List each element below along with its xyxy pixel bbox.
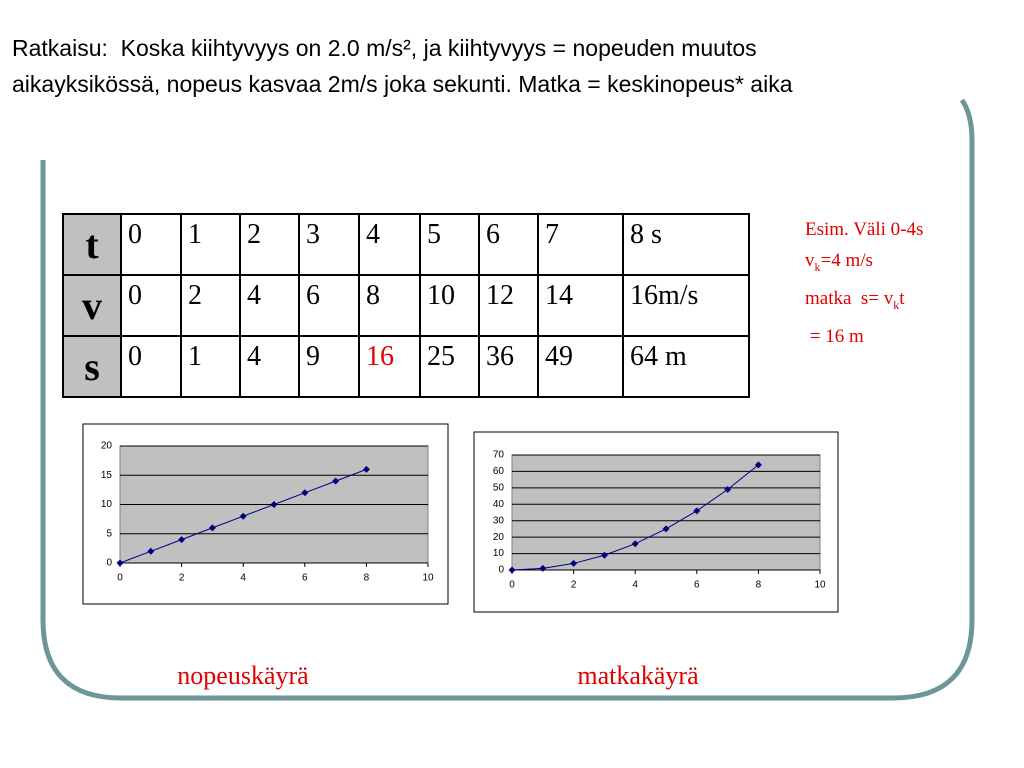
data-point	[178, 536, 186, 544]
plot-area	[511, 454, 821, 571]
data-point	[570, 559, 578, 567]
table-cell: 64 m	[622, 335, 750, 398]
table-cell: 14	[537, 274, 624, 337]
data-point	[239, 512, 247, 520]
row-header: t	[62, 213, 122, 276]
data-point	[301, 489, 309, 497]
y-tick-label: 10	[101, 499, 113, 510]
y-tick-label: 60	[493, 466, 505, 477]
y-tick-label: 50	[493, 482, 505, 493]
table-cell: 6	[298, 274, 360, 337]
y-tick-label: 30	[493, 515, 505, 526]
note-line: = 16 m	[805, 321, 923, 352]
data-point	[539, 564, 547, 572]
y-tick-label: 15	[101, 470, 113, 481]
note-line: matka s= vkt	[805, 283, 923, 321]
table-cell: 16	[358, 335, 421, 398]
table-cell: 1	[180, 335, 241, 398]
data-point	[270, 501, 278, 508]
data-point	[631, 540, 639, 548]
note-line: vk=4 m/s	[805, 245, 923, 283]
table-cell: 36	[478, 335, 539, 398]
table-cell: 0	[120, 335, 182, 398]
table-cell: 9	[298, 335, 360, 398]
note-text: =4 m/s	[820, 250, 873, 271]
y-tick-label: 70	[493, 450, 505, 461]
table-cell: 3	[298, 213, 360, 276]
note-text: t	[899, 287, 905, 309]
data-point	[662, 525, 670, 533]
note-text: k	[893, 297, 900, 312]
data-point	[116, 559, 124, 567]
table-cell: 4	[239, 335, 300, 398]
frame-border	[40, 98, 975, 701]
y-tick-label: 20	[493, 532, 505, 543]
y-tick-label: 0	[106, 558, 112, 569]
x-tick-label: 2	[179, 573, 185, 584]
y-tick-label: 20	[101, 441, 113, 452]
table-cell: 5	[419, 213, 480, 276]
table-cell: 2	[180, 274, 241, 337]
note-text: matka s= v	[805, 287, 894, 309]
table-cell: 7	[537, 213, 624, 276]
x-tick-label: 10	[814, 580, 826, 591]
note-text: k	[814, 259, 821, 274]
chart-caption: matkakäyrä	[577, 661, 699, 690]
table-cell: 4	[358, 213, 421, 276]
y-tick-label: 0	[498, 565, 504, 576]
x-tick-label: 0	[117, 573, 123, 584]
table-cell: 0	[120, 213, 182, 276]
x-tick-label: 0	[509, 580, 515, 591]
note-text: v	[805, 250, 815, 271]
data-point	[693, 507, 701, 515]
data-point	[332, 477, 340, 485]
table-cell: 25	[419, 335, 480, 398]
table-cell: 8	[358, 274, 421, 337]
x-tick-label: 6	[694, 580, 700, 591]
table-row: v 0 2 4 6 8 10 12 14 16m/s	[62, 274, 750, 337]
x-tick-label: 8	[756, 580, 762, 591]
table-cell: 12	[478, 274, 539, 337]
x-tick-label: 8	[364, 573, 370, 584]
chart-caption: nopeuskäyrä	[177, 661, 309, 690]
data-point	[600, 551, 608, 559]
data-point	[208, 524, 216, 532]
note-line: Esim. Väli 0-4s	[805, 214, 923, 245]
data-point	[724, 486, 732, 493]
data-point	[362, 465, 370, 473]
note-text: Esim. Väli 0-4s	[805, 219, 924, 240]
y-tick-label: 40	[493, 499, 505, 510]
table-cell: 10	[419, 274, 480, 337]
row-header: v	[62, 274, 122, 337]
table-cell: 49	[537, 335, 624, 398]
table-cell: 1	[180, 213, 241, 276]
table-cell: 0	[120, 274, 182, 337]
x-tick-label: 2	[571, 580, 577, 591]
data-point	[508, 566, 516, 574]
x-tick-label: 6	[302, 573, 308, 584]
table-cell: 16m/s	[622, 274, 750, 337]
y-tick-label: 5	[106, 528, 112, 539]
data-point	[754, 461, 762, 469]
table-row: s 0 1 4 9 16 25 36 49 64 m	[62, 335, 750, 398]
y-tick-label: 10	[493, 548, 505, 559]
row-header: s	[62, 335, 122, 398]
table-cell: 8 s	[622, 213, 750, 276]
table-cell: 6	[478, 213, 539, 276]
heading: Ratkaisu: Koska kiihtyvyys on 2.0 m/s², …	[12, 30, 898, 102]
note: Esim. Väli 0-4s vk=4 m/s matka s= vkt = 16…	[805, 214, 923, 352]
table-cell: 4	[239, 274, 300, 337]
note-text: = 16 m	[805, 325, 864, 347]
x-tick-label: 4	[240, 573, 246, 584]
table-cell: 2	[239, 213, 300, 276]
x-tick-label: 10	[422, 573, 434, 584]
x-tick-label: 4	[632, 580, 638, 591]
data-point	[147, 547, 155, 555]
